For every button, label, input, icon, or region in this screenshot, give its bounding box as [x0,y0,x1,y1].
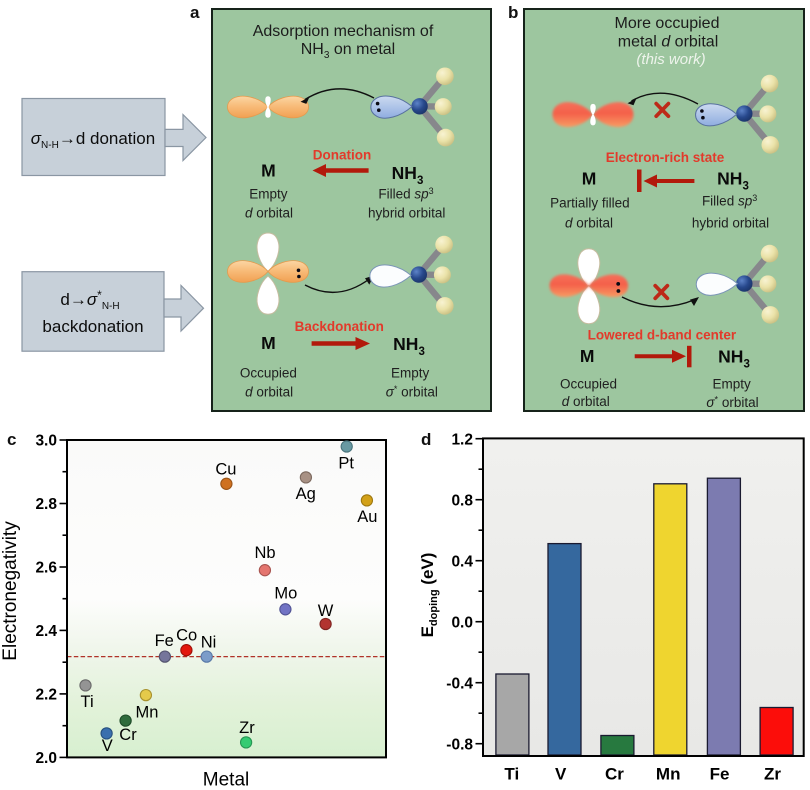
svg-text:Cr: Cr [605,765,624,784]
svg-text:M: M [580,346,595,366]
svg-text:Donation: Donation [313,148,372,163]
svg-text:Ti: Ti [81,693,94,711]
svg-text:Occupied: Occupied [560,377,617,392]
svg-text:Filled sp3: Filled sp3 [378,186,433,202]
svg-text:2.8: 2.8 [35,496,57,513]
svg-text:Electron-rich state: Electron-rich state [606,150,725,165]
svg-text:2.6: 2.6 [35,560,57,577]
svg-text:Ni: Ni [201,634,217,652]
svg-text:Mn: Mn [136,704,159,722]
svg-text:M: M [261,333,276,353]
svg-text:(this work): (this work) [636,51,705,68]
svg-text:Backdonation: Backdonation [295,319,384,334]
svg-text:Zr: Zr [239,719,255,737]
svg-text:1.2: 1.2 [451,431,473,448]
svg-text:d orbital: d orbital [245,385,293,400]
svg-text:Filled sp3: Filled sp3 [702,193,757,209]
svg-text:M: M [261,161,276,181]
svg-text:W: W [318,602,334,620]
svg-text:Occupied: Occupied [240,366,297,381]
svg-text:Mo: Mo [274,584,297,602]
svg-text:Co: Co [176,627,197,645]
svg-text:More occupied: More occupied [615,15,720,32]
svg-text:Partially filled: Partially filled [550,196,630,211]
svg-text:d orbital: d orbital [245,205,293,220]
svg-text:Mn: Mn [656,765,681,784]
svg-text:V: V [102,737,113,755]
svg-text:Zr: Zr [764,765,781,784]
svg-text:hybrid orbital: hybrid orbital [368,205,445,220]
svg-text:Ag: Ag [296,485,316,503]
svg-text:Pt: Pt [338,455,354,473]
svg-text:Au: Au [357,508,377,526]
svg-text:V: V [555,765,567,784]
svg-text:-0.8: -0.8 [446,736,473,753]
svg-text:3.0: 3.0 [35,433,57,450]
svg-text:Lowered d-band center: Lowered d-band center [588,327,737,342]
svg-text:Ti: Ti [504,765,519,784]
svg-text:Adsorption mechanism of: Adsorption mechanism of [253,23,434,40]
svg-text:Cu: Cu [215,461,236,479]
svg-text:Fe: Fe [155,632,174,650]
svg-text:Empty: Empty [249,186,288,201]
svg-text:c: c [7,430,16,449]
svg-text:b: b [508,3,518,22]
svg-text:Cr: Cr [119,726,137,744]
svg-text:backdonation: backdonation [42,317,143,336]
svg-text:0.4: 0.4 [451,553,473,570]
svg-text:σN-H→d donation: σN-H→d donation [31,129,155,151]
svg-text:Edoping (eV): Edoping (eV) [418,553,440,638]
svg-text:d orbital: d orbital [562,394,610,409]
svg-text:2.4: 2.4 [35,623,57,640]
svg-text:d: d [421,430,431,449]
svg-text:0.8: 0.8 [451,492,473,509]
svg-text:hybrid orbital: hybrid orbital [692,216,769,231]
svg-text:2.0: 2.0 [35,750,57,767]
svg-text:metal d orbital: metal d orbital [618,34,719,51]
svg-text:Electronegativity: Electronegativity [0,521,21,661]
svg-text:Metal: Metal [203,770,249,790]
svg-text:-0.4: -0.4 [446,675,473,692]
svg-text:Empty: Empty [391,366,430,381]
svg-text:Fe: Fe [710,765,730,784]
svg-text:σ* orbital: σ* orbital [706,394,758,410]
svg-text:σ* orbital: σ* orbital [386,384,438,400]
svg-text:a: a [190,3,200,22]
svg-text:d orbital: d orbital [565,216,613,231]
svg-text:Empty: Empty [712,377,751,392]
svg-text:0.0: 0.0 [451,614,473,631]
svg-text:Nb: Nb [254,544,275,562]
svg-text:2.2: 2.2 [35,687,57,704]
svg-text:M: M [582,169,597,189]
